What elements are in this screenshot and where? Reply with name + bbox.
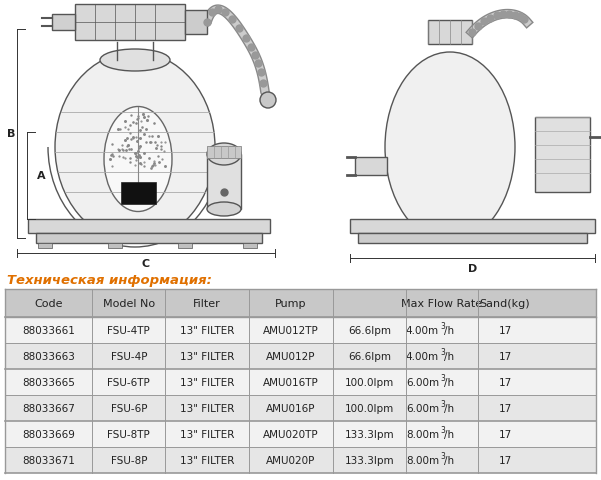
FancyBboxPatch shape xyxy=(428,21,472,45)
Ellipse shape xyxy=(207,144,241,166)
Text: 13" FILTER: 13" FILTER xyxy=(180,325,234,336)
Text: 3: 3 xyxy=(440,322,445,331)
Text: 17: 17 xyxy=(498,325,511,336)
Text: B: B xyxy=(7,129,15,139)
Bar xyxy=(120,182,156,204)
Text: 13" FILTER: 13" FILTER xyxy=(180,403,234,413)
Text: FSU-4P: FSU-4P xyxy=(111,351,147,361)
Text: FSU-8P: FSU-8P xyxy=(111,455,147,465)
Text: 88033665: 88033665 xyxy=(22,377,75,387)
Text: 8.00m: 8.00m xyxy=(406,455,439,465)
Text: D: D xyxy=(468,264,477,274)
Text: 66.6lpm: 66.6lpm xyxy=(348,325,391,336)
Text: 17: 17 xyxy=(498,351,511,361)
Text: 133.3lpm: 133.3lpm xyxy=(344,429,394,439)
Bar xyxy=(178,243,192,249)
Text: 3: 3 xyxy=(440,374,445,383)
Ellipse shape xyxy=(55,53,215,242)
Text: /h: /h xyxy=(444,429,454,439)
Bar xyxy=(350,219,595,233)
Bar xyxy=(28,219,270,233)
FancyBboxPatch shape xyxy=(207,147,241,159)
Text: Filter: Filter xyxy=(194,299,221,308)
Bar xyxy=(5,289,596,317)
Text: /h: /h xyxy=(444,455,454,465)
Bar xyxy=(5,447,596,473)
Text: 3: 3 xyxy=(440,348,445,357)
Text: 66.6lpm: 66.6lpm xyxy=(348,351,391,361)
Text: 17: 17 xyxy=(498,429,511,439)
Ellipse shape xyxy=(104,107,172,212)
Text: 88033667: 88033667 xyxy=(22,403,75,413)
Text: Model No: Model No xyxy=(103,299,155,308)
Text: 13" FILTER: 13" FILTER xyxy=(180,351,234,361)
Bar xyxy=(38,243,52,249)
Ellipse shape xyxy=(207,203,241,216)
Text: 13" FILTER: 13" FILTER xyxy=(180,377,234,387)
Text: AMU020TP: AMU020TP xyxy=(263,429,319,439)
Text: 88033661: 88033661 xyxy=(22,325,75,336)
Text: 133.3lpm: 133.3lpm xyxy=(344,455,394,465)
Text: Code: Code xyxy=(34,299,63,308)
FancyBboxPatch shape xyxy=(535,118,590,192)
Text: FSU-4TP: FSU-4TP xyxy=(108,325,150,336)
Text: 13" FILTER: 13" FILTER xyxy=(180,429,234,439)
Text: /h: /h xyxy=(444,325,454,336)
Text: AMU016P: AMU016P xyxy=(266,403,316,413)
Ellipse shape xyxy=(260,93,276,109)
Text: 100.0lpm: 100.0lpm xyxy=(345,377,394,387)
Text: 3: 3 xyxy=(440,452,445,460)
Ellipse shape xyxy=(100,50,170,72)
Text: A: A xyxy=(37,171,45,181)
Text: C: C xyxy=(142,258,150,268)
Text: FSU-6TP: FSU-6TP xyxy=(108,377,150,387)
Text: 100.0lpm: 100.0lpm xyxy=(345,403,394,413)
Text: 17: 17 xyxy=(498,403,511,413)
Text: 3: 3 xyxy=(440,400,445,408)
Text: 4.00m: 4.00m xyxy=(406,351,439,361)
Bar xyxy=(5,343,596,369)
Bar xyxy=(5,317,596,343)
FancyBboxPatch shape xyxy=(52,15,75,31)
FancyBboxPatch shape xyxy=(75,5,185,41)
Ellipse shape xyxy=(385,53,515,242)
Text: Техническая информация:: Техническая информация: xyxy=(7,274,212,287)
Bar xyxy=(5,369,596,395)
Text: 6.00m: 6.00m xyxy=(406,377,439,387)
Text: /h: /h xyxy=(444,377,454,387)
FancyBboxPatch shape xyxy=(185,11,207,35)
Text: 4.00m: 4.00m xyxy=(406,325,439,336)
Bar xyxy=(358,233,587,243)
Text: 88033669: 88033669 xyxy=(22,429,75,439)
Text: FSU-8TP: FSU-8TP xyxy=(108,429,150,439)
Bar xyxy=(36,233,262,243)
Text: 88033663: 88033663 xyxy=(22,351,75,361)
Text: /h: /h xyxy=(444,403,454,413)
Text: AMU012TP: AMU012TP xyxy=(263,325,319,336)
Text: AMU016TP: AMU016TP xyxy=(263,377,319,387)
Text: /h: /h xyxy=(444,351,454,361)
Bar xyxy=(5,421,596,447)
Bar xyxy=(243,243,257,249)
Text: 13" FILTER: 13" FILTER xyxy=(180,455,234,465)
Text: FSU-6P: FSU-6P xyxy=(111,403,147,413)
Bar xyxy=(108,243,122,249)
Text: AMU012P: AMU012P xyxy=(266,351,316,361)
FancyBboxPatch shape xyxy=(207,155,241,210)
Text: AMU020P: AMU020P xyxy=(266,455,316,465)
FancyBboxPatch shape xyxy=(355,157,387,176)
Text: Max Flow Rate: Max Flow Rate xyxy=(401,299,483,308)
Text: Pump: Pump xyxy=(275,299,307,308)
Text: 8.00m: 8.00m xyxy=(406,429,439,439)
Text: 17: 17 xyxy=(498,455,511,465)
Text: 6.00m: 6.00m xyxy=(406,403,439,413)
Text: 17: 17 xyxy=(498,377,511,387)
Text: 88033671: 88033671 xyxy=(22,455,75,465)
Text: 3: 3 xyxy=(440,426,445,434)
Bar xyxy=(5,395,596,421)
Text: Sand(kg): Sand(kg) xyxy=(480,299,530,308)
